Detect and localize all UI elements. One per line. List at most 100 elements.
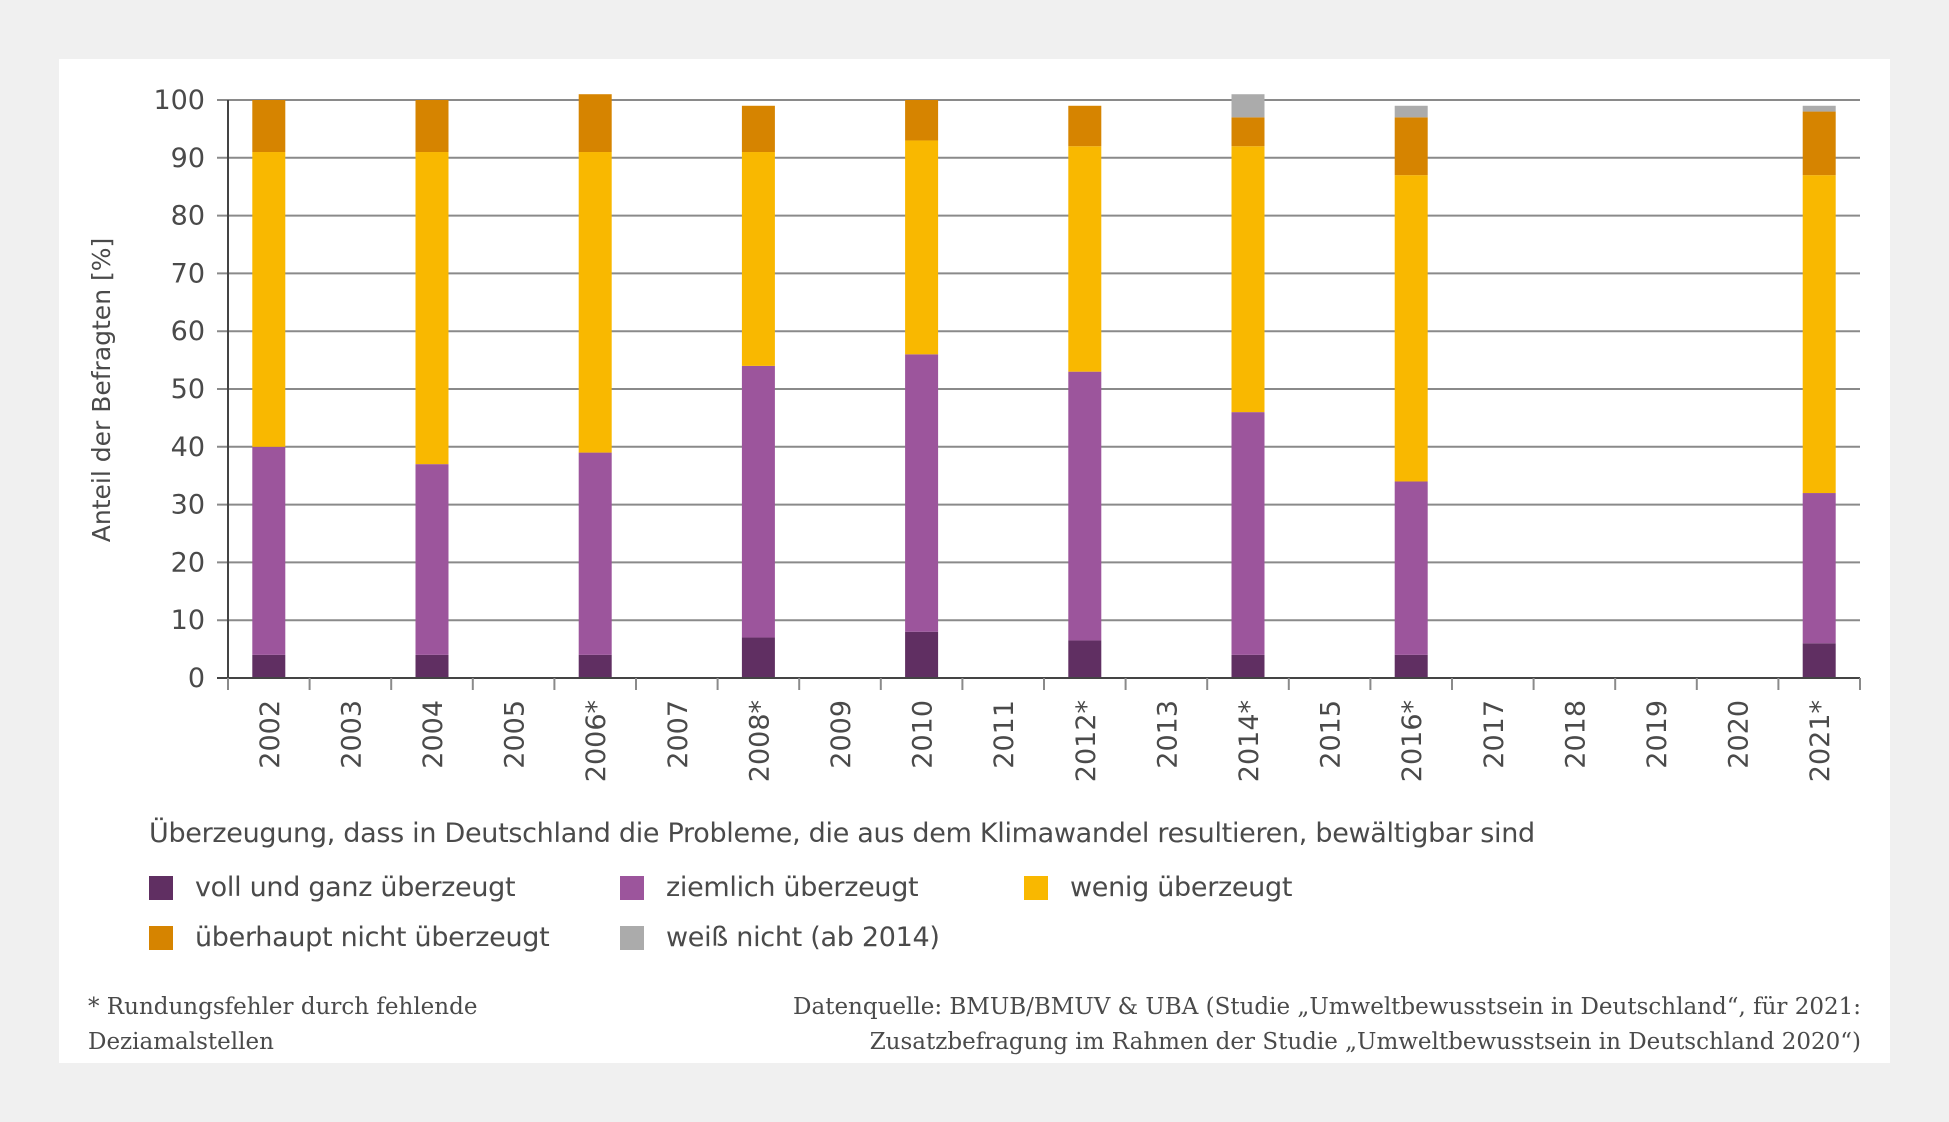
y-tick-label: 90 [171,143,205,174]
bar-segment [415,654,449,678]
x-tick-label: 2019 [1642,700,1673,769]
bar-segment [905,140,939,355]
legend-swatch-icon [620,925,644,950]
legend-label: voll und ganz überzeugt [195,872,516,903]
bar-segment [1802,105,1836,112]
x-tick-label: 2011 [989,700,1020,769]
y-tick-label: 30 [171,490,205,521]
y-tick-label: 10 [171,605,205,636]
bar-segment [415,152,449,465]
bar-segment [578,654,612,678]
bar-segment [741,152,775,366]
gridlines [217,99,1860,622]
legend-swatch-icon [1024,875,1048,900]
bar-segment [1231,117,1265,147]
x-tick-label: 2006* [581,700,612,782]
footnote: * Rundungsfehler durch fehlende Deziamal… [88,990,477,1060]
bar-segment [252,152,286,447]
bar-segment [1231,146,1265,413]
x-tick-label: 2004 [418,700,449,769]
x-tick-label: 2014* [1234,700,1265,782]
bar-segment [905,631,939,678]
x-tick-label: 2021* [1805,700,1836,782]
x-tick-label: 2009 [826,700,857,769]
y-tick-label: 50 [171,374,205,405]
bar-segment [1068,371,1102,641]
bar-segment [415,100,449,153]
axes [217,100,1861,690]
bar-segment [252,446,286,655]
legend-item-weiss-nicht: weiß nicht (ab 2014) [620,922,940,953]
x-tick-label: 2013 [1152,700,1183,769]
legend-swatch-icon [149,925,173,950]
bar-segment [1231,412,1265,655]
x-tick-labels: 2002 2003 2004 2005 2006* 2007 2008* 2009 2010 20… [255,700,1836,782]
y-tick-label: 60 [171,316,205,347]
y-tick-label: 0 [188,663,205,694]
footnote-line: * Rundungsfehler durch fehlende [88,994,478,1020]
bar-segment [1802,111,1836,176]
x-tick-label: 2020 [1724,700,1755,769]
bar-segment [1802,493,1836,644]
bar-segment [741,105,775,153]
legend-swatch-icon [620,875,644,900]
legend-item-wenig: wenig überzeugt [1024,872,1292,903]
bar-segment [1394,117,1428,176]
bar-segment [905,354,939,632]
data-source: Datenquelle: BMUB/BMUV & UBA (Studie „Um… [793,990,1861,1060]
bar-segment [1068,146,1102,372]
legend-label: ziemlich überzeugt [666,872,919,903]
source-line: Zusatzbefragung im Rahmen der Studie „Um… [869,1029,1861,1055]
x-tick-label: 2007 [663,700,694,769]
x-tick-label: 2008* [744,700,775,782]
bar-segment [905,100,939,141]
x-tick-label: 2005 [500,700,531,769]
x-tick-label: 2017 [1479,700,1510,769]
bar-segment [1068,640,1102,678]
y-tick-label: 80 [171,201,205,232]
y-tick-label: 70 [171,258,205,289]
bar-segment [252,100,286,153]
legend-item-voll-und-ganz: voll und ganz überzeugt [149,872,516,903]
legend-title: Überzeugung, dass in Deutschland die Pro… [149,818,1535,849]
bar-segment [1802,643,1836,678]
chart-panel [59,59,1890,1063]
bar-segment [1394,481,1428,655]
y-axis-title: Anteil der Befragten [%] [87,238,116,542]
y-tick-label: 40 [171,432,205,463]
x-tick-label: 2015 [1316,700,1347,769]
bar-segment [1231,654,1265,678]
bar-segment [741,365,775,638]
bar-segment [1394,175,1428,482]
y-tick-labels: 0 10 20 30 40 50 60 70 80 90 100 [153,85,205,694]
x-tick-label: 2012* [1071,700,1102,782]
x-tick-label: 2003 [336,700,367,769]
bar-segment [578,452,612,655]
source-line: Datenquelle: BMUB/BMUV & UBA (Studie „Um… [793,994,1861,1020]
footnote-line: Deziamalstellen [88,1029,274,1055]
bar-segment [741,637,775,678]
bars [252,94,1836,678]
bar-segment [578,94,612,153]
bar-segment [1068,105,1102,147]
bar-segment [1394,654,1428,678]
y-tick-label: 20 [171,547,205,578]
bar-segment [578,152,612,453]
x-tick-label: 2016* [1397,700,1428,782]
x-tick-label: 2018 [1560,700,1591,769]
bar-segment [415,464,449,655]
bar-segment [1231,94,1265,118]
legend-item-ueberhaupt-nicht: überhaupt nicht überzeugt [149,922,550,953]
bar-segment [1802,175,1836,494]
bar-segment [252,654,286,678]
legend-item-ziemlich: ziemlich überzeugt [620,872,919,903]
y-tick-label: 100 [153,85,205,116]
legend-label: weiß nicht (ab 2014) [666,922,940,953]
x-tick-label: 2002 [255,700,286,769]
legend-label: überhaupt nicht überzeugt [195,922,550,953]
legend-swatch-icon [149,875,173,900]
legend-label: wenig überzeugt [1070,872,1293,903]
bar-segment [1394,105,1428,118]
x-tick-label: 2010 [908,700,939,769]
